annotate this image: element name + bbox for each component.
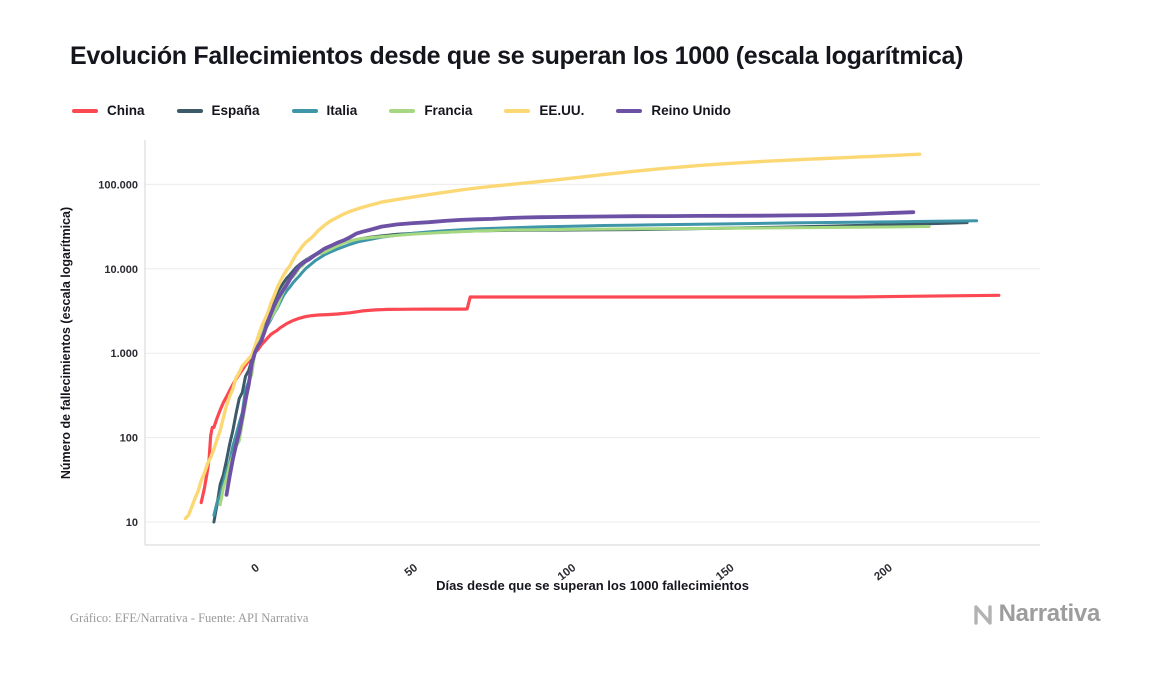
- legend-label-italia: Italia: [326, 103, 358, 118]
- narrativa-logo-text: Narrativa: [998, 600, 1101, 627]
- series-line-francia: [218, 225, 931, 507]
- legend-swatch-china: [72, 108, 98, 113]
- legend-swatch-ee-uu: [504, 108, 531, 113]
- series-line-china: [199, 293, 1001, 505]
- legend-label-ee-uu: EE.UU.: [539, 103, 585, 118]
- legend-label-francia: Francia: [424, 103, 473, 118]
- legend-swatch-francia: [389, 108, 416, 113]
- chart-title: Evolución Fallecimientos desde que se su…: [70, 42, 964, 70]
- legend-item-china: China: [72, 103, 145, 118]
- legend-swatch-reino-unido: [616, 108, 643, 113]
- y-tick-label-100: 100: [120, 433, 138, 445]
- series-line-reino-unido: [224, 210, 916, 497]
- y-tick-label-100.000: 100.000: [98, 179, 138, 191]
- series-line-ee-uu: [183, 152, 922, 521]
- y-tick-label-10.000: 10.000: [104, 264, 138, 276]
- legend-swatch-espa-a: [176, 108, 203, 113]
- legend-label-reino-unido: Reino Unido: [651, 103, 731, 118]
- legend-item-ee-uu: EE.UU.: [504, 103, 584, 118]
- source-credit: Gráfico: EFE/Narrativa - Fuente: API Nar…: [70, 611, 309, 625]
- legend-label-china: China: [107, 103, 145, 118]
- legend-item-francia: Francia: [389, 103, 472, 118]
- legend-label-espa-a: España: [211, 103, 260, 118]
- narrativa-logo: Narrativa: [972, 600, 1100, 628]
- y-tick-label-1.000: 1.000: [110, 348, 138, 360]
- legend-item-italia: Italia: [291, 103, 358, 118]
- series-line-italia: [212, 219, 979, 517]
- x-axis-label: Días desde que se superan los 1000 falle…: [436, 578, 749, 593]
- y-tick-label-10: 10: [126, 517, 138, 529]
- legend-swatch-italia: [291, 108, 318, 113]
- x-tick-label-0: 0: [249, 562, 261, 575]
- legend-item-espa-a: España: [176, 103, 260, 118]
- legend-item-reino-unido: Reino Unido: [616, 103, 731, 118]
- series-line-espa-a: [212, 221, 969, 524]
- legend: China España Italia Francia EE.UU. Reino Unid…: [72, 103, 731, 118]
- narrativa-logo-icon: [973, 604, 992, 625]
- x-tick-label-50: 50: [403, 562, 420, 579]
